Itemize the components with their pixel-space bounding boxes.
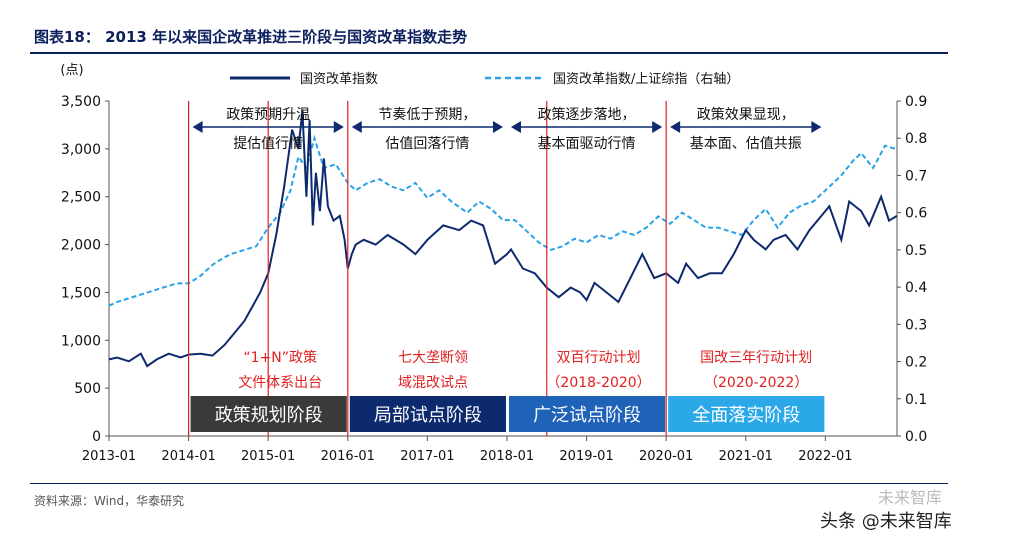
policy-note-line-2: （2018-2020） [546,375,650,391]
annotation-text-line-2: 基本面驱动行情 [538,135,636,152]
y-axis-unit: (点) [60,63,83,78]
title-rule [30,52,948,54]
y-tick-label: 500 [74,381,101,397]
chart-title: 图表18： 2013 年以来国企改革推进三阶段与国资改革指数走势 [34,28,468,46]
annotation-text-line-2: 基本面、估值共振 [690,135,802,152]
annotation-arrow-head-right [652,121,663,133]
watermark-logo-text: 未来智库 [878,488,943,507]
phase-box [190,396,347,432]
y2-tick-label: 0.0 [905,429,927,445]
series-line-ratio [108,134,898,307]
annotation-text-line-2: 提估值行情 [233,136,303,152]
y2-tick-label: 0.8 [905,131,927,147]
x-tick-label: 2015-01 [241,449,295,464]
policy-note-line-2: （2020-2022） [704,375,808,391]
policy-note-line-2: 域混改试点 [398,375,468,391]
phase-label: 局部试点阶段 [374,405,482,426]
x-tick-label: 2018-01 [480,449,534,464]
source-note: 资料来源：Wind，华泰研究 [34,494,185,508]
y2-tick-label: 0.5 [905,243,927,259]
annotation-arrow-head-left [670,121,681,133]
y2-tick-label: 0.7 [905,168,927,184]
y-tick-label: 2,500 [61,190,101,206]
y-tick-label: 1,000 [61,333,101,349]
legend-label-ratio: 国资改革指数/上证综指（右轴） [553,72,739,87]
y2-tick-label: 0.3 [905,317,927,333]
annotation-arrow-head-left [351,121,362,133]
policy-note-line-2: 文件体系出台 [238,375,322,391]
x-tick-label: 2021-01 [719,449,773,464]
y-tick-label: 2,000 [61,238,101,254]
phase-label: 政策规划阶段 [215,405,323,426]
phase-label: 全面落实阶段 [692,405,800,426]
legend-label-index: 国资改革指数 [300,72,378,87]
phase-box [668,396,825,432]
annotation-text-line-2: 估值回落行情 [385,136,469,152]
annotation-arrow-head-left [510,121,521,133]
bottom-rule [30,483,948,484]
x-tick-label: 2016-01 [321,449,375,464]
x-tick-label: 2019-01 [559,449,613,464]
x-tick-label: 2014-01 [161,449,215,464]
phase-box [508,396,666,432]
series-line-index [108,110,898,368]
policy-note-line-1: 双百行动计划 [557,350,641,366]
annotation-arrow-head-right [333,121,344,133]
y-tick-label: 1,500 [61,285,101,301]
annotation-text-line-1: 节奏低于预期， [378,107,476,123]
x-tick-label: 2017-01 [400,449,454,464]
annotation-text-line-1: 政策效果显现， [697,106,795,123]
watermark-caption: 头条 @未来智库 [820,511,952,532]
y-tick-label: 3,500 [61,94,101,110]
annotation-text-line-1: 政策预期升温 [226,106,310,123]
phase-box [349,396,506,432]
y2-tick-label: 0.1 [905,392,927,408]
phase-label: 广泛试点阶段 [533,405,641,426]
y2-tick-label: 0.4 [905,280,927,296]
annotation-arrow-head-left [192,121,203,133]
annotation-arrow-head-right [811,121,822,133]
y2-tick-label: 0.6 [905,206,927,222]
annotation-arrow-head-right [492,121,503,133]
x-tick-label: 2020-01 [639,449,693,464]
x-tick-label: 2013-01 [82,449,136,464]
y-tick-label: 0 [92,429,101,445]
y-tick-label: 3,000 [61,142,101,158]
policy-note-line-1: “1+N”政策 [243,349,317,366]
y2-tick-label: 0.9 [905,94,927,110]
annotation-text-line-1: 政策逐步落地， [538,106,636,123]
y2-tick-label: 0.2 [905,355,927,371]
policy-note-line-1: 七大垄断领 [398,350,468,366]
policy-note-line-1: 国改三年行动计划 [700,350,812,366]
x-tick-label: 2022-01 [798,449,852,464]
